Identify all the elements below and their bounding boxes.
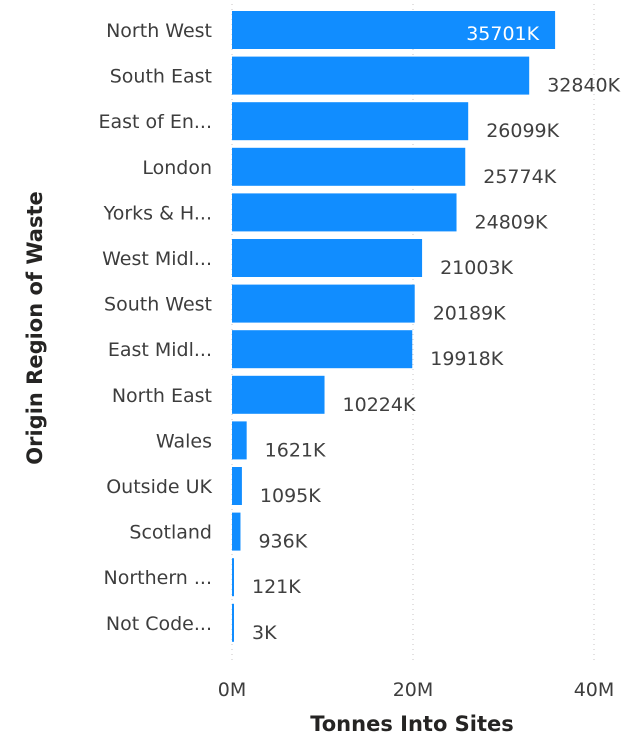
data-label: 26099K xyxy=(486,120,559,142)
data-label: 121K xyxy=(252,576,301,598)
category-label: Scotland xyxy=(129,522,212,544)
bar[interactable] xyxy=(232,147,466,186)
category-label: East Midl... xyxy=(108,339,212,361)
bar[interactable] xyxy=(232,512,241,551)
data-label: 19918K xyxy=(430,348,503,370)
bar[interactable] xyxy=(232,239,423,277)
bar[interactable] xyxy=(232,375,325,414)
bar[interactable] xyxy=(232,603,234,642)
category-labels: North West South East East of En... London Y… xyxy=(98,20,212,635)
x-tick-label: 20M xyxy=(393,679,434,701)
data-label: 936K xyxy=(258,531,307,553)
data-label: 21003K xyxy=(440,257,513,279)
bar[interactable] xyxy=(232,11,556,49)
bar[interactable] xyxy=(232,102,469,141)
category-label: Not Code... xyxy=(106,613,212,635)
category-label: South East xyxy=(110,66,212,88)
bar[interactable] xyxy=(232,193,457,232)
x-tick-label: 0M xyxy=(218,679,246,701)
category-label: Yorks & H... xyxy=(103,202,212,224)
bar[interactable] xyxy=(232,558,234,597)
bar[interactable] xyxy=(232,467,242,505)
bar[interactable] xyxy=(232,421,247,460)
category-label: North East xyxy=(112,385,212,407)
data-label: 32840K xyxy=(547,75,620,97)
data-label: 1095K xyxy=(260,485,321,507)
bar[interactable] xyxy=(232,330,413,369)
bars xyxy=(232,11,556,642)
x-axis-title: Tonnes Into Sites xyxy=(310,712,514,736)
bar[interactable] xyxy=(232,56,530,95)
category-label: West Midl... xyxy=(102,248,212,270)
x-axis-ticks: 0M 20M 40M xyxy=(218,679,615,701)
data-label: 35701K xyxy=(466,23,539,45)
data-labels: 35701K 32840K 26099K 25774K 24809K 21003K 2018… xyxy=(252,23,621,644)
category-label: Wales xyxy=(156,430,212,452)
data-label: 3K xyxy=(252,622,277,644)
category-label: Northern ... xyxy=(103,567,212,589)
bar[interactable] xyxy=(232,284,415,323)
category-label: Outside UK xyxy=(106,476,212,498)
category-label: South West xyxy=(104,294,212,316)
data-label: 1621K xyxy=(265,439,326,461)
data-label: 10224K xyxy=(343,394,416,416)
category-label: East of En... xyxy=(98,111,212,133)
data-label: 20189K xyxy=(433,303,506,325)
data-label: 24809K xyxy=(475,211,548,233)
category-label: North West xyxy=(106,20,212,42)
y-axis-title: Origin Region of Waste xyxy=(23,191,47,464)
category-label: London xyxy=(142,157,212,179)
x-tick-label: 40M xyxy=(574,679,615,701)
data-label: 25774K xyxy=(483,166,556,188)
